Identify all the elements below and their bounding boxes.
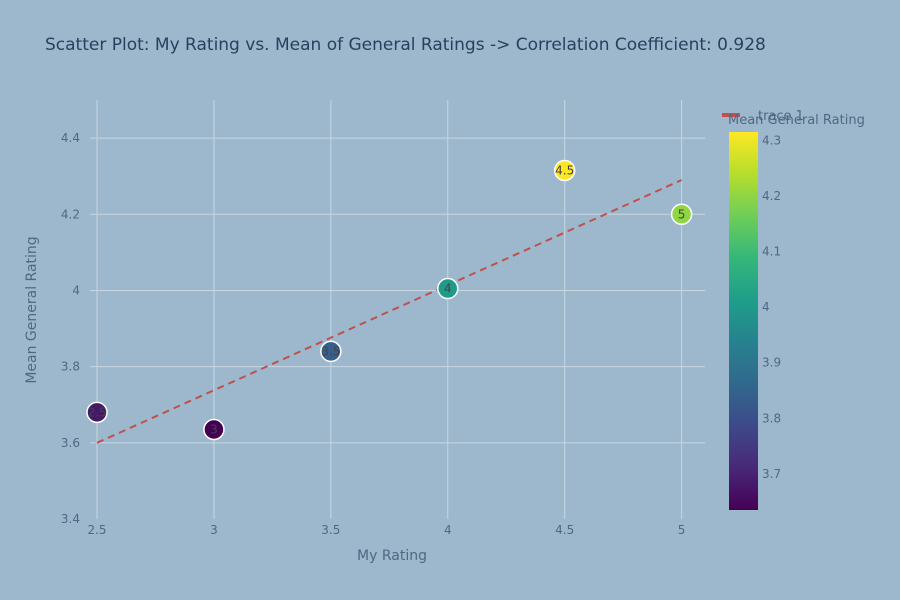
scatter-marker xyxy=(86,401,108,424)
scatter-marker xyxy=(320,340,342,363)
x-tick-label: 4.5 xyxy=(555,523,574,537)
x-gridlines xyxy=(96,100,683,519)
point-label: 5 xyxy=(678,207,686,221)
y-axis-title: Mean General Rating xyxy=(24,236,40,383)
scatter-point: 3 xyxy=(203,418,225,441)
chart-title: Scatter Plot: My Rating vs. Mean of Gene… xyxy=(45,35,766,55)
colorbar-tick-labels: 3.7 3.8 3.9 4 4.1 4.2 4.3 xyxy=(762,133,781,481)
x-tick-label: 2.5 xyxy=(87,523,106,537)
scatter-marker xyxy=(670,203,693,226)
colorbar-tick-label: 4.2 xyxy=(762,189,781,203)
colorbar-tick-label: 3.8 xyxy=(762,411,781,425)
x-tick-labels: 2.5 3 3.5 4 4.5 5 xyxy=(87,523,685,537)
y-tick-label: 4.2 xyxy=(61,207,80,221)
colorbar-title: Mean General Rating xyxy=(728,113,865,128)
x-tick-label: 5 xyxy=(678,523,686,537)
colorbar-tick-label: 4 xyxy=(762,300,770,314)
point-label: 4.5 xyxy=(555,163,574,177)
data-points: 2.5 3 3.5 4 4.5 5 xyxy=(86,159,693,441)
x-tick-label: 3.5 xyxy=(321,523,340,537)
y-tick-labels: 3.4 3.6 3.8 4 4.2 4.4 xyxy=(61,131,80,526)
point-label: 4 xyxy=(444,282,452,296)
x-tick-label: 3 xyxy=(210,523,218,537)
scatter-marker xyxy=(203,418,225,441)
legend: trace 1 xyxy=(722,109,804,124)
y-tick-label: 3.4 xyxy=(61,512,80,526)
colorbar-tick-label: 4.3 xyxy=(762,133,781,147)
point-label: 3.5 xyxy=(321,344,340,358)
scatter-point: 3.5 xyxy=(320,340,342,363)
y-tick-label: 4 xyxy=(72,283,80,297)
scatter-marker xyxy=(437,277,459,300)
scatter-point: 2.5 xyxy=(86,401,108,424)
scatter-marker xyxy=(553,159,576,182)
legend-label-trace-1: trace 1 xyxy=(758,109,804,124)
y-gridlines xyxy=(90,137,705,444)
colorbar: Mean General Rating 3.7 3.8 3.9 4 4.1 4.2 4.3 xyxy=(728,113,865,510)
y-tick-label: 4.4 xyxy=(61,131,80,145)
y-tick-label: 3.6 xyxy=(61,436,80,450)
colorbar-tick-label: 4.1 xyxy=(762,245,781,259)
scatter-point: 4.5 xyxy=(553,159,576,182)
trendline xyxy=(96,179,683,444)
x-axis-title: My Rating xyxy=(357,548,427,564)
y-tick-label: 3.8 xyxy=(61,360,80,374)
point-label: 3 xyxy=(210,422,218,436)
x-tick-label: 4 xyxy=(444,523,452,537)
scatter-point: 4 xyxy=(437,277,459,300)
point-label: 2.5 xyxy=(87,405,106,419)
colorbar-tick-label: 3.9 xyxy=(762,356,781,370)
colorbar-tick-label: 3.7 xyxy=(762,467,781,481)
scatter-point: 5 xyxy=(670,203,693,226)
colorbar-gradient xyxy=(729,132,758,510)
